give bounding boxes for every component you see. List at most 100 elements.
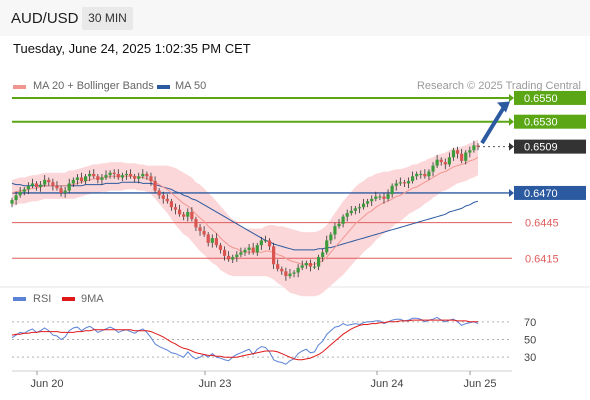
candle-body (321, 252, 325, 258)
candle-body (51, 182, 55, 186)
candle-body (83, 176, 88, 182)
candle-body (255, 245, 259, 253)
candle-body (272, 246, 276, 265)
candle-body (243, 249, 247, 253)
candle-body (26, 185, 30, 190)
candle-body (124, 173, 129, 176)
candle-body (300, 265, 304, 268)
candle-body (464, 152, 468, 161)
candle-body (468, 150, 472, 153)
candle-body (333, 226, 337, 235)
candle-body (410, 176, 415, 182)
candle-body (284, 271, 288, 277)
rsi-tick-50: 50 (524, 335, 536, 347)
legend-ma50-label: MA 50 (175, 80, 207, 92)
candle-body (419, 173, 423, 175)
x-tick-label-2: Jun 24 (370, 378, 403, 390)
candle-body (382, 196, 386, 199)
rsi-tick-70: 70 (524, 317, 536, 329)
level-tag-pointer-0 (509, 93, 514, 102)
candle-body (88, 173, 92, 177)
candle-body (235, 254, 239, 258)
candle-body (357, 207, 362, 209)
candle-body (423, 173, 427, 177)
candle-body (108, 172, 112, 176)
candle-body (133, 176, 137, 179)
header-bar: AUD/USD 30 MIN (0, 0, 590, 36)
candle-body (263, 240, 268, 242)
candle-body (292, 272, 296, 274)
candle-body (116, 173, 120, 178)
candle-body (374, 196, 378, 199)
candle-body (202, 230, 206, 235)
candle-body (47, 179, 51, 183)
candle-body (149, 176, 153, 182)
candle-body (476, 145, 480, 147)
candle-body (394, 183, 398, 186)
ma50-line (11, 181, 479, 251)
candle-body (10, 200, 14, 204)
forecast-arrow-head (497, 101, 510, 113)
candle-body (79, 177, 84, 182)
candle-body (120, 175, 124, 178)
candle-body (259, 240, 263, 246)
candle-body (222, 249, 227, 256)
candle-body (214, 238, 218, 246)
candle-body (92, 173, 96, 177)
candle-body (370, 198, 374, 202)
legend-9ma-label: 9MA (81, 293, 104, 305)
candle-body (161, 195, 165, 199)
candle-body (112, 172, 116, 174)
candle-body (39, 184, 43, 187)
rsi-series-9ma (11, 319, 478, 361)
candle-body (406, 181, 411, 184)
candle-body (472, 145, 476, 151)
candle-body (431, 165, 435, 172)
candle-body (22, 189, 26, 192)
candle-body (210, 238, 214, 243)
candle-body (308, 263, 313, 267)
candle-body (198, 227, 202, 231)
candle-body (427, 171, 431, 177)
candle-body (341, 216, 345, 224)
candle-body (251, 247, 255, 253)
candle-body (169, 201, 174, 208)
candle-body (288, 273, 292, 277)
timeframe-badge[interactable]: 30 MIN (82, 7, 133, 30)
candle-body (104, 175, 108, 178)
candle-body (296, 267, 300, 273)
candle-body (227, 255, 231, 260)
candle-body (280, 268, 284, 272)
candle-body (18, 191, 22, 196)
level-tag-3 (514, 185, 586, 200)
candle-body (153, 181, 157, 191)
legend-9ma-swatch (62, 297, 75, 301)
candle-body (14, 195, 18, 201)
level-tag-0 (514, 90, 586, 105)
candle-body (386, 194, 390, 199)
candle-body (247, 247, 251, 250)
candle-body (267, 240, 272, 247)
candle-body (345, 213, 349, 217)
candle-body (55, 185, 59, 189)
candle-body (447, 157, 451, 165)
candle-body (186, 211, 190, 217)
level-label-2: 0.6509 (524, 142, 558, 154)
candle-body (439, 159, 443, 163)
candle-body (460, 153, 464, 161)
candle-body (30, 183, 35, 186)
candle-body (451, 150, 456, 158)
candle-body (415, 173, 419, 177)
candle-body (455, 150, 460, 154)
forecast-arrow-shaft (480, 104, 507, 145)
legend-rsi-label: RSI (33, 293, 52, 305)
level-tag-pointer-1 (509, 117, 514, 126)
candle-body (59, 188, 63, 193)
level-tag-1 (514, 114, 586, 129)
level-tag-pointer-3 (509, 188, 514, 197)
candle-body (329, 234, 333, 241)
candle-body (43, 179, 47, 185)
candle-body (165, 198, 169, 202)
candle-body (218, 245, 223, 250)
